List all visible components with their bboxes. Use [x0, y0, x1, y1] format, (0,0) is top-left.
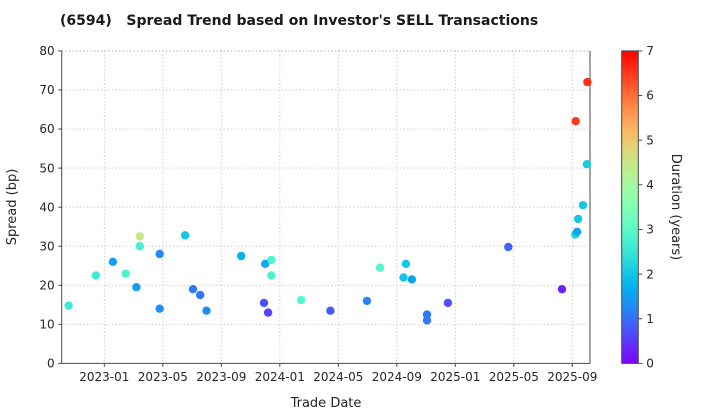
scatter-points — [64, 77, 592, 325]
data-point — [121, 269, 130, 278]
data-point — [196, 290, 205, 300]
data-point — [202, 306, 211, 315]
data-point — [583, 77, 592, 87]
data-point — [180, 231, 190, 240]
colorbar-tick-label: 5 — [646, 133, 654, 147]
data-point — [375, 263, 385, 272]
data-point — [237, 251, 246, 261]
colorbar-tick-label: 3 — [646, 223, 654, 237]
x-tick-label: 2023-01 — [79, 370, 129, 384]
colorbar-tick-label: 1 — [646, 312, 654, 326]
data-point — [407, 275, 417, 284]
y-tick-label: 20 — [39, 278, 54, 292]
data-point — [578, 201, 588, 210]
data-point — [401, 259, 411, 268]
data-point — [571, 117, 580, 126]
colorbar-tick-label: 0 — [646, 357, 654, 371]
data-point — [135, 242, 144, 251]
data-point — [422, 316, 432, 325]
data-point — [188, 285, 198, 294]
data-point — [362, 296, 372, 306]
y-tick-label: 30 — [39, 239, 54, 253]
data-point — [91, 271, 101, 280]
colorbar-tick-label: 6 — [646, 89, 654, 103]
data-point — [132, 283, 141, 292]
x-tick-label: 2023-05 — [138, 370, 188, 384]
data-point — [557, 285, 567, 294]
x-tick-label: 2024-01 — [255, 370, 305, 384]
data-point — [504, 242, 513, 252]
y-tick-label: 50 — [39, 161, 54, 175]
y-tick-label: 40 — [39, 200, 54, 214]
data-point — [422, 310, 432, 319]
y-tick-label: 70 — [39, 83, 54, 97]
data-point — [64, 301, 73, 310]
data-point — [261, 259, 270, 268]
y-tick-label: 0 — [47, 357, 55, 371]
x-tick-label: 2025-01 — [430, 370, 480, 384]
data-point — [108, 257, 118, 266]
y-tick-label: 80 — [39, 44, 54, 58]
x-tick-label: 2024-09 — [372, 370, 422, 384]
colorbar-tick-label: 2 — [646, 267, 654, 281]
data-point — [582, 160, 592, 169]
colorbar-tick-label: 7 — [646, 44, 654, 58]
colorbar-label: Duration (years) — [668, 154, 683, 261]
data-point — [573, 214, 583, 224]
x-tick-label: 2025-05 — [489, 370, 539, 384]
data-point — [572, 227, 582, 236]
x-tick-label: 2025-09 — [547, 370, 597, 384]
data-point — [135, 232, 144, 241]
data-point — [399, 273, 408, 282]
y-axis-label: Spread (bp) — [5, 169, 20, 246]
tick-labels: 0 10 20 30 40 50 60 70 80 2023-01 2023-05 2023-09 20… — [39, 44, 597, 384]
y-tick-label: 10 — [39, 318, 54, 332]
data-point — [155, 304, 164, 313]
data-point — [267, 255, 276, 265]
data-point — [267, 271, 276, 280]
x-tick-label: 2023-09 — [196, 370, 246, 384]
y-tick-label: 60 — [39, 122, 54, 136]
data-point — [155, 249, 164, 259]
x-tick-label: 2024-05 — [313, 370, 363, 384]
data-point — [326, 306, 335, 315]
grid-layer — [61, 50, 590, 364]
data-point — [297, 295, 306, 305]
colorbar: 0 1 2 3 4 5 6 7 — [621, 44, 654, 371]
colorbar-tick-label: 4 — [646, 178, 654, 192]
data-point — [443, 298, 453, 308]
x-axis-label: Trade Date — [290, 396, 362, 411]
data-point — [263, 308, 273, 317]
data-point — [259, 298, 269, 308]
chart-title: (6594) Spread Trend based on Investor's … — [60, 13, 538, 29]
